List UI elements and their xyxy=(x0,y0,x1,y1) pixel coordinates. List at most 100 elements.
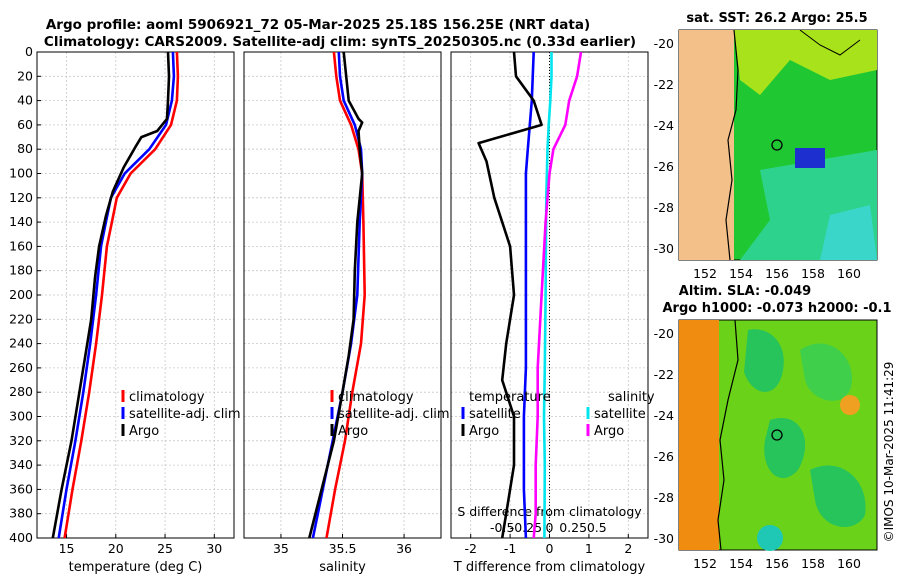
legend-label: satellite-adj. clim xyxy=(129,407,241,422)
x-tick-label: 25 xyxy=(157,541,173,556)
x-axis-label: salinity xyxy=(319,560,366,575)
temperature-profile-panel: 0 20 40 60 80 100 120 140 160 180 200 220 240 260 280 3… xyxy=(9,44,240,575)
series-climatology xyxy=(325,51,366,539)
lon-tick-label: 158 xyxy=(801,266,825,281)
lon-tick-label: 154 xyxy=(729,556,753,571)
series-s-argo xyxy=(532,51,583,539)
lat-tick-label: -26 xyxy=(654,449,674,464)
series-satellite-adj-clim xyxy=(57,51,176,539)
y-tick-label: 340 xyxy=(9,457,33,472)
x-tick-label: 35 xyxy=(273,541,289,556)
sla-coastline xyxy=(717,319,739,551)
lat-tick-label: -30 xyxy=(654,531,674,546)
lon-tick-label: 158 xyxy=(801,556,825,571)
x-tick-label: 30 xyxy=(206,541,222,556)
y-tick-label: 40 xyxy=(17,93,33,108)
lat-tick-label: -28 xyxy=(654,200,674,215)
s-tick-label: 0.25 xyxy=(559,520,587,535)
legend-label: Argo xyxy=(594,424,624,439)
y-tick-label: 300 xyxy=(9,409,33,424)
sla-lat-ticks: -20 -22 -24 -26 -28 -30 xyxy=(654,326,674,546)
sst-lon-ticks: 152 154 156 158 160 xyxy=(693,266,861,281)
y-tick-label: 120 xyxy=(9,190,33,205)
lat-tick-label: -22 xyxy=(654,77,674,92)
legend-label: satellite xyxy=(594,407,646,422)
legend-label: Argo xyxy=(338,424,368,439)
x-axis-label: temperature (deg C) xyxy=(69,560,203,575)
x-tick-label: -1 xyxy=(504,541,516,556)
x-tick-label: 36 xyxy=(396,541,412,556)
legend-label: satellite-adj. clim xyxy=(338,407,450,422)
y-tick-label: 80 xyxy=(17,141,33,156)
sst-warm-region xyxy=(734,30,877,95)
y-tick-label: 20 xyxy=(17,68,33,83)
sla-green-eddy-3 xyxy=(800,343,852,401)
s-axis-label: S difference from climatology xyxy=(457,504,642,519)
sla-argo-float-marker xyxy=(771,429,783,441)
sla-green-eddy-2 xyxy=(764,418,806,479)
lat-tick-label: -22 xyxy=(654,367,674,382)
x-tick-label: 0 xyxy=(546,541,554,556)
y-tick-label: 320 xyxy=(9,433,33,448)
sla-title-line-2: Argo h1000: -0.073 h2000: -0.1 xyxy=(662,301,891,316)
y-tick-label: 180 xyxy=(9,263,33,278)
argo-float-marker xyxy=(771,139,783,151)
x-tick-label: 20 xyxy=(108,541,124,556)
lat-tick-label: -24 xyxy=(654,408,674,423)
x-tick-label: 35.5 xyxy=(329,541,357,556)
y-tick-label: 260 xyxy=(9,360,33,375)
difference-profile-panel: -2 -1 0 1 2 T difference from climatology S di… xyxy=(450,51,655,575)
lon-tick-label: 152 xyxy=(693,266,717,281)
series-argo xyxy=(51,51,171,539)
s-tick-label: -0.5 xyxy=(490,520,514,535)
sst-map-title: sat. SST: 26.2 Argo: 25.5 xyxy=(686,11,867,26)
sla-green-eddy-4 xyxy=(810,465,866,527)
sst-blue-patch xyxy=(795,148,825,168)
lon-tick-label: 160 xyxy=(837,266,861,281)
y-tick-label: 160 xyxy=(9,238,33,253)
lon-tick-label: 154 xyxy=(729,266,753,281)
sst-cyan-patch xyxy=(820,205,877,260)
y-tick-label: 100 xyxy=(9,166,33,181)
y-tick-label: 200 xyxy=(9,287,33,302)
y-tick-label: 220 xyxy=(9,311,33,326)
lat-tick-label: -20 xyxy=(654,36,674,51)
sla-land xyxy=(679,320,719,550)
y-tick-label: 0 xyxy=(25,44,33,59)
sst-coast-north xyxy=(799,29,861,56)
y-tick-label: 400 xyxy=(9,530,33,545)
x-tick-label: 2 xyxy=(624,541,632,556)
legend-title-salinity: salinity xyxy=(608,390,655,405)
lon-tick-label: 160 xyxy=(837,556,861,571)
lon-tick-label: 156 xyxy=(765,266,789,281)
y-tick-label: 140 xyxy=(9,214,33,229)
lat-tick-label: -30 xyxy=(654,241,674,256)
sla-map: Altim. SLA: -0.049 Argo h1000: -0.073 h2… xyxy=(654,284,892,571)
y-tick-label: 60 xyxy=(17,117,33,132)
sst-land xyxy=(679,30,734,260)
s-tick-label: 0 xyxy=(546,520,554,535)
y-tick-label: 280 xyxy=(9,384,33,399)
legend-label: climatology xyxy=(338,390,414,405)
sst-coastline xyxy=(725,29,739,261)
salinity-profile-panel: 35 35.5 36 salinity climatology satellite-adj… xyxy=(243,51,450,575)
title-line-2: Climatology: CARS2009. Satellite-adj cli… xyxy=(44,34,636,50)
lon-tick-label: 156 xyxy=(765,556,789,571)
lon-tick-label: 152 xyxy=(693,556,717,571)
lat-tick-label: -28 xyxy=(654,490,674,505)
x-tick-label: 15 xyxy=(59,541,75,556)
sla-title-line-1: Altim. SLA: -0.049 xyxy=(679,284,811,299)
x-tick-label: 1 xyxy=(585,541,593,556)
legend-title-temperature: temperature xyxy=(469,390,551,405)
sla-orange-spot xyxy=(840,395,860,415)
legend-label: climatology xyxy=(129,390,205,405)
sst-map: sat. SST: 26.2 Argo: 25.5 -20-22-24-26-2… xyxy=(654,11,878,281)
copyright-footer: ©IMOS 10-Mar-2025 11:41:29 xyxy=(882,362,896,543)
x-tick-label: -2 xyxy=(464,541,476,556)
sst-lat-ticks: -20 -22 -24 -26 -28 -30 xyxy=(654,36,674,256)
y-tick-label: 380 xyxy=(9,506,33,521)
title-line-1: Argo profile: aoml 5906921_72 05-Mar-202… xyxy=(46,17,590,33)
sla-lon-ticks: 152 154 156 158 160 xyxy=(693,556,861,571)
sla-green-eddy-1 xyxy=(744,329,784,392)
